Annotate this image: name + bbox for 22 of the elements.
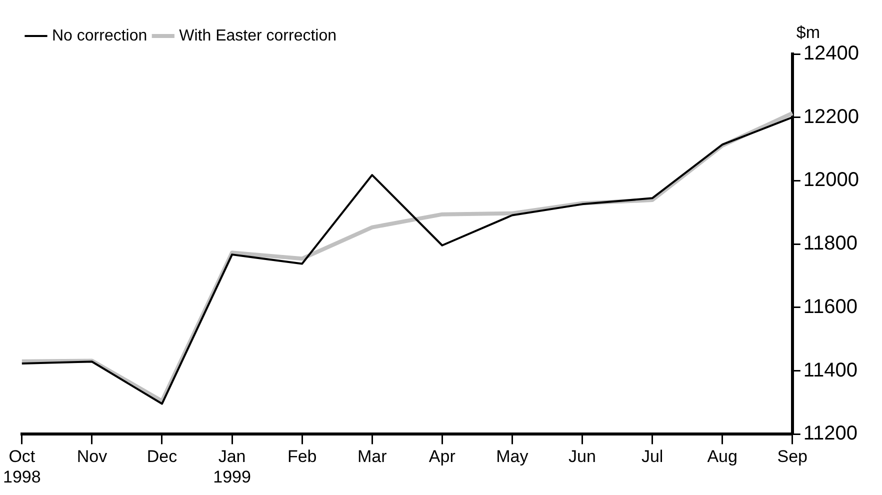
y-tick-label: 12400 [803,42,860,65]
x-tick-label: Aug [707,447,738,466]
y-axis-title: $m [796,23,820,42]
x-tick-label: Jun [568,447,596,466]
x-tick-label: Jul [641,447,664,466]
x-tick-label: Apr [428,447,456,466]
x-tick-label: Feb [287,447,317,466]
y-tick-label: 12200 [803,106,860,128]
x-tick-label: May [496,447,529,466]
legend-label: No correction [52,27,148,44]
x-tick-label: Oct 1998 [2,447,41,486]
x-tick-label: Sep [777,447,808,466]
y-tick-label: 12000 [803,169,860,192]
y-tick-label: 11400 [803,359,858,382]
y-tick-label: 11600 [803,296,858,318]
x-tick-label: Nov [76,447,108,466]
x-tick-label: Dec [146,447,178,466]
y-tick-label: 11200 [803,422,858,445]
x-tick-label: Mar [357,447,388,466]
x-tick-label: Jan 1999 [213,447,251,486]
y-tick-label: 11800 [803,232,858,255]
legend-label: With Easter correction [179,27,337,44]
